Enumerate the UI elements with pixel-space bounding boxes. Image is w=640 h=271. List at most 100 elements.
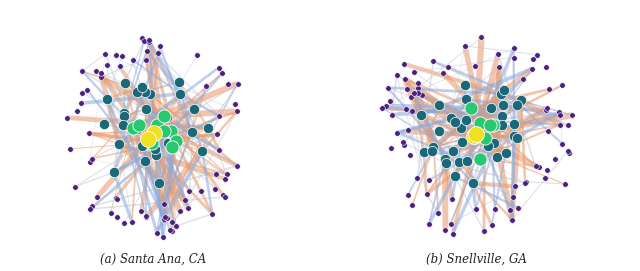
Point bbox=[434, 103, 444, 107]
Point bbox=[555, 113, 565, 118]
Point bbox=[134, 122, 144, 127]
Point bbox=[167, 229, 177, 233]
Point bbox=[203, 125, 213, 130]
Point bbox=[171, 139, 181, 143]
Point bbox=[510, 184, 520, 189]
Point bbox=[95, 71, 106, 75]
Point bbox=[162, 216, 172, 220]
Point bbox=[175, 92, 186, 96]
Point bbox=[428, 59, 438, 64]
Point bbox=[143, 137, 154, 141]
Point bbox=[438, 71, 448, 75]
Point bbox=[387, 112, 397, 117]
Point bbox=[470, 64, 480, 68]
Point bbox=[160, 215, 170, 220]
Point bbox=[392, 130, 402, 135]
Point bbox=[155, 44, 165, 48]
Point bbox=[220, 177, 230, 181]
Point bbox=[147, 140, 157, 145]
Point bbox=[392, 73, 402, 77]
Point bbox=[440, 157, 450, 161]
Point bbox=[385, 99, 395, 104]
Point bbox=[557, 141, 567, 146]
Point bbox=[469, 134, 479, 138]
Point bbox=[513, 206, 523, 210]
Point bbox=[223, 82, 234, 86]
Point bbox=[110, 195, 120, 200]
Point bbox=[567, 113, 577, 117]
Point bbox=[493, 52, 503, 56]
Point bbox=[86, 156, 97, 161]
Point bbox=[197, 149, 207, 153]
Point bbox=[138, 143, 148, 148]
Point bbox=[563, 123, 573, 128]
Point bbox=[230, 102, 241, 107]
Point bbox=[137, 85, 147, 89]
Point bbox=[162, 115, 172, 119]
Point bbox=[201, 84, 211, 88]
Point bbox=[508, 56, 518, 60]
Point bbox=[95, 75, 106, 79]
Point bbox=[163, 141, 173, 145]
Point bbox=[466, 105, 476, 110]
Point bbox=[460, 83, 470, 87]
Point bbox=[120, 81, 130, 86]
Point bbox=[139, 39, 149, 43]
Point bbox=[486, 223, 497, 227]
Point bbox=[422, 192, 432, 196]
Point bbox=[113, 215, 123, 220]
Point bbox=[99, 121, 109, 126]
Point bbox=[148, 131, 159, 135]
Point bbox=[65, 147, 76, 151]
Point bbox=[92, 195, 102, 199]
Point bbox=[531, 164, 541, 168]
Point bbox=[449, 174, 460, 179]
Point bbox=[443, 64, 453, 69]
Point bbox=[494, 65, 504, 69]
Point bbox=[118, 221, 129, 225]
Point bbox=[528, 57, 538, 62]
Point bbox=[440, 227, 451, 232]
Point bbox=[180, 198, 190, 202]
Point bbox=[534, 165, 544, 169]
Point bbox=[509, 46, 519, 51]
Point bbox=[111, 53, 121, 57]
Point bbox=[150, 147, 160, 151]
Point bbox=[402, 87, 412, 91]
Point bbox=[433, 211, 444, 215]
Point bbox=[171, 224, 181, 228]
Point bbox=[404, 153, 415, 157]
Point bbox=[456, 140, 467, 144]
Point bbox=[159, 217, 170, 222]
Point bbox=[541, 107, 552, 112]
Point bbox=[211, 187, 221, 191]
Point bbox=[159, 202, 169, 206]
Point bbox=[500, 151, 511, 155]
Point bbox=[424, 178, 435, 182]
Point bbox=[456, 126, 467, 131]
Point bbox=[175, 208, 185, 213]
Point bbox=[413, 91, 424, 95]
Point bbox=[557, 83, 568, 87]
Point bbox=[184, 189, 195, 193]
Point bbox=[136, 36, 147, 40]
Point bbox=[84, 131, 94, 136]
Point bbox=[109, 170, 119, 175]
Point bbox=[377, 106, 387, 110]
Point bbox=[497, 123, 507, 128]
Point bbox=[416, 113, 426, 118]
Point bbox=[173, 80, 184, 84]
Point bbox=[543, 87, 554, 92]
Point bbox=[145, 38, 155, 42]
Point bbox=[192, 53, 202, 57]
Point bbox=[403, 193, 413, 198]
Point bbox=[483, 143, 493, 148]
Point bbox=[398, 140, 408, 144]
Point bbox=[424, 222, 434, 226]
Point bbox=[542, 106, 552, 111]
Point bbox=[499, 88, 509, 92]
Point bbox=[409, 91, 419, 95]
Point bbox=[399, 142, 409, 147]
Point bbox=[132, 89, 143, 94]
Point bbox=[151, 153, 161, 157]
